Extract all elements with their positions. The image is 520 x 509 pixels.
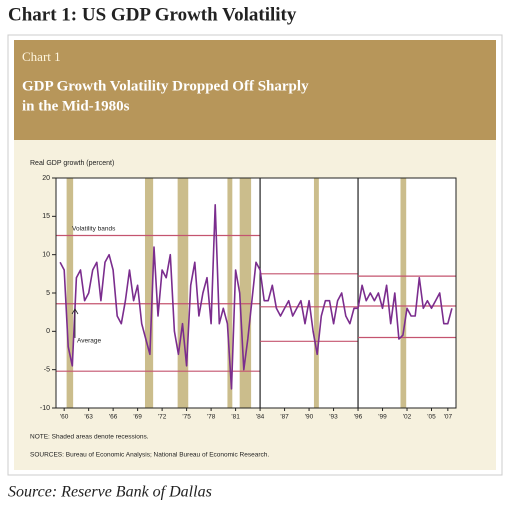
note: NOTE: Shaded areas denote recessions. — [30, 434, 149, 441]
x-tick-label: '96 — [354, 414, 363, 421]
x-tick-label: '05 — [427, 414, 436, 421]
y-tick-label: 0 — [46, 328, 50, 335]
x-tick-label: '69 — [133, 414, 142, 421]
x-tick-label: '93 — [329, 414, 338, 421]
panel-title: in the Mid-1980s — [22, 98, 130, 114]
plot-area — [56, 178, 456, 408]
x-tick-label: '07 — [444, 414, 453, 421]
recession — [313, 178, 319, 408]
annotation-arrow — [71, 308, 79, 338]
panel-header — [14, 40, 496, 140]
annotation: Average — [77, 338, 101, 345]
plot-border — [55, 177, 457, 409]
source: Source: Reserve Bank of Dallas — [8, 484, 212, 501]
x-tick-label: '87 — [280, 414, 289, 421]
x-tick-label: '84 — [256, 414, 265, 421]
recession — [144, 178, 154, 408]
y-tick-label: -10 — [40, 405, 50, 412]
y-axis-label: Real GDP growth (percent) — [30, 160, 114, 167]
x-tick-label: '60 — [60, 414, 69, 421]
x-tick-label: '75 — [182, 414, 191, 421]
x-tick-label: '02 — [403, 414, 412, 421]
recession — [66, 178, 74, 408]
annotation: Volatility bands — [72, 226, 116, 233]
y-tick-label: 15 — [42, 213, 50, 220]
recession — [227, 178, 233, 408]
panel-title: GDP Growth Volatility Dropped Off Sharpl… — [22, 78, 309, 94]
heading: Chart 1: US GDP Growth Volatility — [8, 4, 297, 25]
recession — [239, 178, 252, 408]
y-tick-label: -5 — [44, 367, 50, 374]
note: SOURCES: Bureau of Economic Analysis; Na… — [30, 452, 269, 459]
x-tick-label: '72 — [158, 414, 167, 421]
x-tick-label: '66 — [109, 414, 118, 421]
y-tick-label: 5 — [46, 290, 50, 297]
x-tick-label: '78 — [207, 414, 216, 421]
x-tick-label: '90 — [305, 414, 314, 421]
panel-label: Chart 1 — [22, 49, 61, 64]
recession — [177, 178, 189, 408]
gdp-line — [59, 204, 453, 390]
x-tick-label: '99 — [378, 414, 387, 421]
x-tick-label: '81 — [231, 414, 240, 421]
y-tick-label: 10 — [42, 252, 50, 259]
recession — [400, 178, 407, 408]
x-tick-label: '63 — [84, 414, 93, 421]
y-tick-label: 20 — [42, 175, 50, 182]
